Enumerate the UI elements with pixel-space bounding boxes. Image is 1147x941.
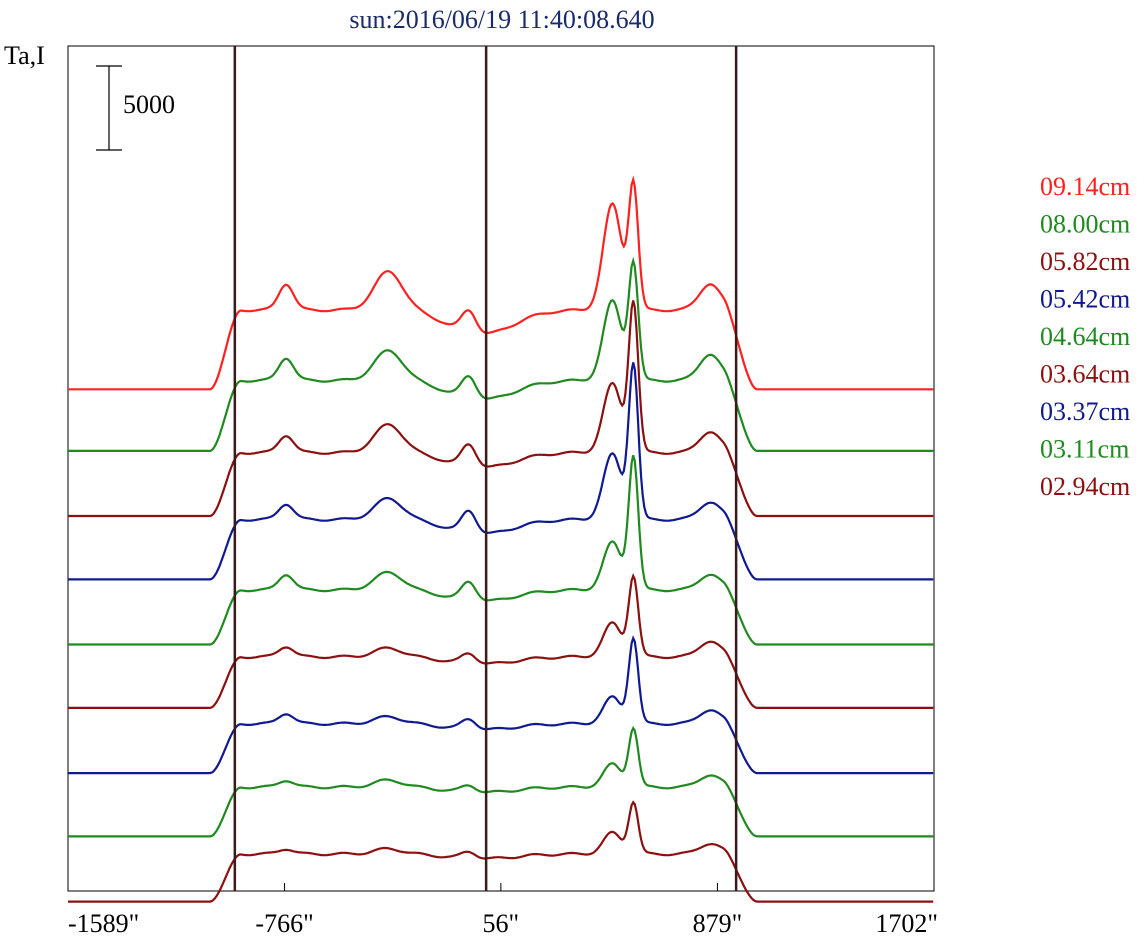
series-line-4 bbox=[68, 455, 934, 646]
legend-entry-3: 05.42cm bbox=[1040, 285, 1130, 314]
legend-entry-6: 03.37cm bbox=[1040, 397, 1130, 426]
series-line-1 bbox=[68, 256, 934, 452]
legend-entry-4: 04.64cm bbox=[1040, 322, 1130, 351]
x-tick-label-2: 56" bbox=[483, 909, 520, 938]
series-line-6 bbox=[68, 635, 934, 775]
plot-frame bbox=[67, 45, 935, 892]
series-line-2 bbox=[68, 300, 934, 518]
series-line-0 bbox=[68, 175, 934, 391]
x-tick-label-3: 879" bbox=[693, 909, 743, 938]
y-axis-label: Ta,I bbox=[4, 41, 45, 70]
series-layer bbox=[68, 175, 934, 903]
legend-entry-5: 03.64cm bbox=[1040, 360, 1130, 389]
x-tick-label-4: 1702" bbox=[875, 909, 938, 938]
legend-entry-8: 02.94cm bbox=[1040, 472, 1130, 501]
chart-title: sun:2016/06/19 11:40:08.640 bbox=[349, 5, 654, 34]
legend-entry-7: 03.11cm bbox=[1040, 435, 1129, 464]
x-tick-label-0: -1589" bbox=[68, 909, 139, 938]
series-line-3 bbox=[68, 362, 934, 581]
scale-bar: 5000 bbox=[96, 65, 175, 151]
legend-entry-0: 09.14cm bbox=[1040, 172, 1130, 201]
series-line-5 bbox=[68, 573, 934, 709]
x-tick-label-1: -766" bbox=[255, 909, 313, 938]
legend-entry-2: 05.82cm bbox=[1040, 247, 1130, 276]
scale-bar-label: 5000 bbox=[123, 90, 175, 119]
x-axis-ticks: -1589" -766" 56" 879" 1702" bbox=[67, 883, 938, 938]
series-line-7 bbox=[68, 725, 934, 838]
legend: 09.14cm 08.00cm 05.82cm 05.42cm 04.64cm 03.64… bbox=[1040, 172, 1130, 501]
series-line-8 bbox=[68, 800, 934, 903]
legend-entry-1: 08.00cm bbox=[1040, 210, 1130, 239]
marker-layer bbox=[233, 46, 738, 891]
